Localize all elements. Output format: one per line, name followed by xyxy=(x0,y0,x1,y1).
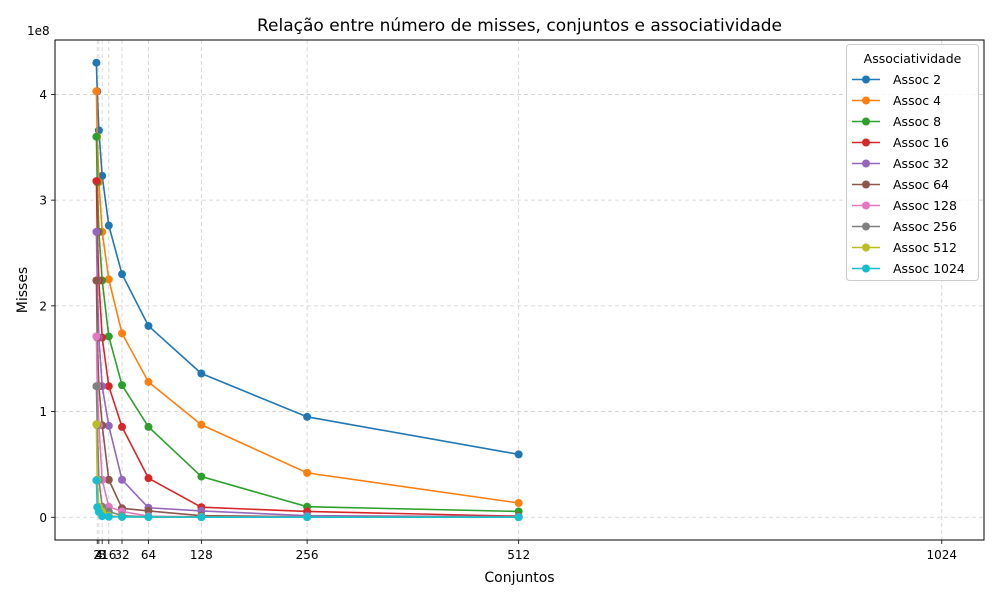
data-point xyxy=(197,513,206,522)
data-point xyxy=(104,512,113,521)
data-point xyxy=(197,420,206,429)
y-offset-text: 1e8 xyxy=(27,24,50,38)
data-point xyxy=(92,382,101,391)
y-tick-label: 4 xyxy=(39,88,47,102)
data-point xyxy=(104,382,113,391)
series-line xyxy=(95,231,519,518)
legend-swatch-marker xyxy=(862,75,870,84)
data-point xyxy=(144,321,153,330)
y-tick-label: 3 xyxy=(39,194,47,208)
legend-entry-label: Assoc 2 xyxy=(893,72,941,87)
series-lines xyxy=(92,58,523,522)
data-point xyxy=(92,177,101,186)
data-point xyxy=(514,513,523,522)
legend-title: Associatividade xyxy=(864,51,962,66)
data-point xyxy=(303,468,312,477)
data-point xyxy=(98,512,107,521)
x-tick-label: 2 xyxy=(93,548,101,562)
data-point xyxy=(92,476,101,485)
data-point xyxy=(118,381,127,390)
x-tick-label: 1024 xyxy=(926,548,957,562)
legend-swatch-marker xyxy=(862,159,870,168)
data-point xyxy=(118,422,127,431)
x-tick-label: 8 xyxy=(98,548,106,562)
data-point xyxy=(98,171,107,180)
data-point xyxy=(118,329,127,338)
data-point xyxy=(92,420,101,429)
x-tick-label: 512 xyxy=(507,548,530,562)
data-point xyxy=(144,513,153,522)
data-point xyxy=(92,332,101,341)
series-line xyxy=(95,91,519,504)
y-tick-label: 0 xyxy=(39,511,47,525)
legend-swatch-marker xyxy=(862,96,870,105)
legend-entry-label: Assoc 64 xyxy=(893,177,949,192)
data-point xyxy=(514,450,523,459)
legend-swatch-marker xyxy=(862,201,870,210)
x-tick-label: 4 xyxy=(95,548,103,562)
data-point xyxy=(303,513,312,522)
legend-entry-label: Assoc 4 xyxy=(893,93,941,108)
y-axis-title: Misses xyxy=(15,267,31,313)
legend-swatch-marker xyxy=(862,117,870,126)
data-point xyxy=(92,58,101,67)
data-point xyxy=(144,422,153,431)
legend-frame xyxy=(846,44,979,281)
x-tick-label: 256 xyxy=(296,548,319,562)
legend-swatch-marker xyxy=(862,222,870,231)
data-point xyxy=(92,132,101,141)
data-point xyxy=(104,421,113,430)
legend-swatch-marker xyxy=(862,264,870,273)
legend-entry-label: Assoc 8 xyxy=(893,114,941,129)
data-point xyxy=(197,472,206,481)
x-tick-label: 16 xyxy=(101,548,116,562)
data-point xyxy=(104,332,113,341)
legend-entry-label: Assoc 32 xyxy=(893,156,949,171)
data-point xyxy=(144,377,153,386)
data-point xyxy=(118,270,127,279)
data-point xyxy=(104,221,113,230)
y-tick-label: 1 xyxy=(39,405,47,419)
x-axis-title: Conjuntos xyxy=(484,570,554,586)
data-point xyxy=(92,276,101,285)
plot-frame xyxy=(54,39,985,541)
data-point xyxy=(514,499,523,508)
x-tick-label: 32 xyxy=(114,548,129,562)
legend-swatch-marker xyxy=(862,138,870,147)
data-point xyxy=(144,474,153,483)
data-point xyxy=(104,475,113,484)
legend-entry-label: Assoc 256 xyxy=(893,219,957,234)
data-point xyxy=(118,475,127,484)
data-point xyxy=(118,512,127,521)
legend-entry-label: Assoc 16 xyxy=(893,135,949,150)
legend: Associatividade Assoc 2 Assoc 4 Assoc 8 Ass… xyxy=(846,44,979,281)
data-point xyxy=(92,87,101,96)
legend-swatch-marker xyxy=(862,180,870,189)
legend-entry-label: Assoc 1024 xyxy=(893,261,965,276)
series-line xyxy=(95,181,519,518)
data-point xyxy=(303,412,312,421)
y-tick-label: 2 xyxy=(39,299,47,313)
data-point xyxy=(104,275,113,284)
legend-entry-label: Assoc 512 xyxy=(893,240,957,255)
legend-entry-label: Assoc 128 xyxy=(893,198,957,213)
x-tick-label: 64 xyxy=(141,548,156,562)
series-line xyxy=(95,136,519,513)
x-tick-label: 128 xyxy=(190,548,213,562)
data-point xyxy=(197,369,206,378)
chart-title: Relação entre número de misses, conjunto… xyxy=(257,16,782,36)
data-point xyxy=(92,227,101,236)
legend-swatch-marker xyxy=(862,243,870,252)
series-line xyxy=(95,62,519,456)
